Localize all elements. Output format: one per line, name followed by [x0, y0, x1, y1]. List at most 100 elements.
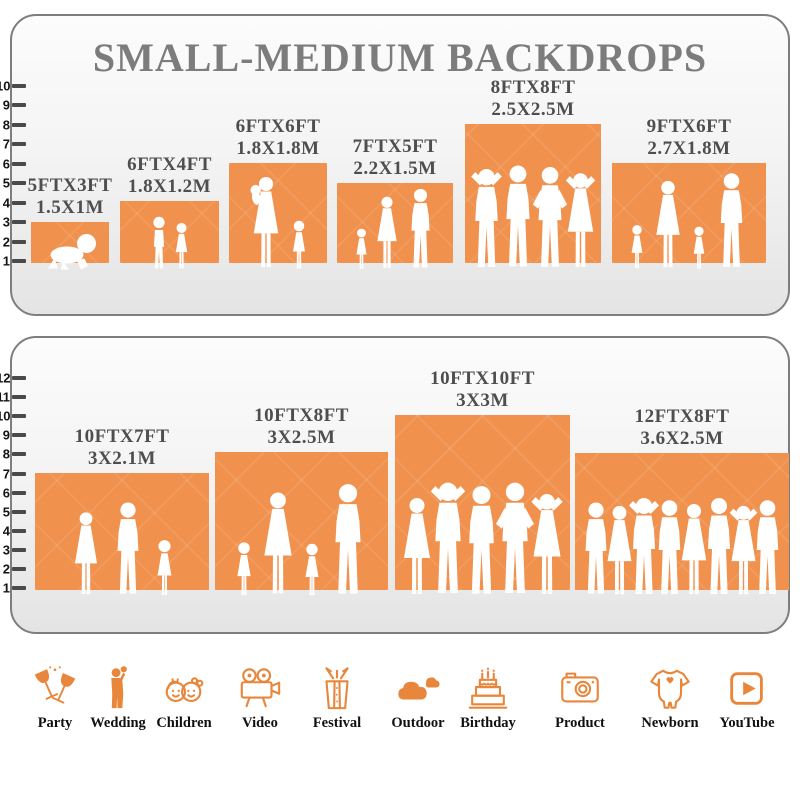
person-silhouette-girl [236, 542, 251, 595]
video-icon [240, 668, 281, 708]
category-party: Party [17, 664, 93, 732]
ruler-number: 4 [2, 523, 10, 539]
ruler-tick [12, 433, 26, 438]
backdrop-bar-10ftx8ft [215, 452, 388, 596]
ruler-number: 7 [2, 466, 10, 481]
size-meters: 2.7X1.8M [647, 138, 731, 159]
backdrop-bar-6ftx4ft [120, 201, 219, 269]
category-label: Birthday [460, 715, 516, 731]
ruler-number: 10 [0, 78, 11, 94]
size-feet: 12FTX8FT [634, 406, 730, 427]
bar-size-label: 10FTX8FT 3X2.5M [254, 405, 349, 449]
product-icon [561, 672, 599, 703]
category-birthday: Birthday [450, 664, 526, 732]
person-silhouette-manhips [532, 167, 568, 267]
person-silhouette-baby [48, 234, 96, 270]
ruler-number: 1 [2, 253, 10, 269]
ruler-tick [12, 142, 26, 147]
size-feet: 6FTX6FT [235, 116, 321, 137]
ruler-tick [12, 376, 26, 380]
person-silhouette-girl [631, 225, 642, 269]
size-feet: 10FTX7FT [74, 426, 170, 447]
ruler-number: 6 [2, 485, 10, 501]
size-meters: 2.2X1.5M [353, 158, 437, 179]
ruler-number: 4 [2, 195, 10, 211]
size-meters: 1.8X1.8M [236, 138, 320, 159]
ruler-tick [12, 181, 26, 186]
ruler-tick [12, 567, 26, 571]
ruler-number: 5 [2, 175, 10, 191]
bar-size-label: 6FTX6FT 1.8X1.8M [236, 116, 321, 160]
bar-size-label: 7FTX5FT 2.2X1.5M [353, 136, 438, 180]
ruler-number: 9 [2, 97, 10, 113]
size-feet: 7FTX5FT [352, 136, 438, 157]
category-label: Product [555, 715, 605, 731]
category-label: YouTube [719, 715, 775, 731]
people-silhouettes [465, 164, 601, 270]
wedding-icon [111, 666, 127, 709]
ruler-number: 11 [0, 389, 10, 405]
ruler-tick [12, 220, 26, 225]
ruler-tick [12, 452, 26, 457]
category-product: Product [542, 664, 618, 732]
person-silhouette-man [658, 500, 681, 594]
ruler-number: 10 [0, 408, 11, 424]
person-silhouette-woman [263, 492, 292, 594]
ruler-tick [12, 161, 26, 166]
ruler-tick [12, 547, 26, 552]
newborn-icon [650, 669, 690, 709]
person-silhouette-boy [153, 216, 165, 269]
person-silhouette-womanup [565, 173, 596, 267]
panel-small-medium: SMALL-MEDIUM BACKDROPS 10 9 8 7 6 5 4 3 2 1 5FTX3… [0, 14, 790, 316]
bar-size-label: 10FTX10FT 3X3M [430, 368, 535, 412]
size-meters: 3X2.5M [267, 427, 336, 448]
person-silhouette-manup [629, 498, 659, 594]
category-label: Outdoor [391, 715, 445, 731]
ruler-number: 3 [2, 542, 10, 558]
panel-medium-large: 121110987654321 10FTX7FT3X2.1M10FTX8FT3X… [0, 336, 790, 634]
people-silhouettes [215, 483, 388, 597]
bar-size-label: 8FTX8FT 2.5X2.5M [491, 77, 576, 121]
ruler-tick [12, 509, 26, 514]
person-silhouette-womanup [531, 494, 563, 594]
children-icon [165, 677, 204, 702]
size-meters: 3X3M [456, 390, 509, 411]
ruler-number: 1 [2, 580, 10, 596]
category-label: Wedding [90, 715, 146, 731]
category-video: Video [222, 664, 298, 732]
person-silhouette-man [506, 165, 530, 267]
person-silhouette-man [411, 188, 430, 268]
ruler-number: 3 [2, 214, 10, 230]
ruler-tick [12, 395, 26, 400]
person-silhouette-woman [607, 505, 632, 595]
person-silhouette-manup [471, 169, 502, 267]
category-label: Children [156, 715, 212, 731]
person-silhouette-girl [157, 540, 171, 596]
people-silhouettes [337, 188, 453, 270]
ruler-number: 7 [2, 136, 10, 152]
size-meters: 1.8X1.2M [127, 176, 212, 197]
category-newborn: Newborn [632, 664, 708, 732]
ruler-tick [12, 471, 26, 476]
person-silhouette-woman [404, 498, 430, 594]
bar-size-label: 5FTX3FT 1.5X1M [28, 175, 113, 219]
category-outdoor: Outdoor [380, 664, 456, 732]
backdrop-bar-12ftx8ft [575, 453, 789, 595]
bar-size-label: 6FTX4FT 1.8X1.2M [127, 154, 212, 198]
people-silhouettes [395, 481, 570, 597]
bar-size-label: 9FTX6FT 2.7X1.8M [647, 116, 732, 160]
ruler-tick [12, 239, 26, 244]
person-silhouette-man [469, 486, 494, 594]
backdrop-bar-7ftx5ft [337, 183, 453, 269]
person-silhouette-girl [293, 220, 305, 269]
ruler-number: 8 [2, 446, 10, 462]
person-silhouette-girl [175, 222, 188, 269]
bar-size-label: 10FTX7FT 3X2.1M [75, 426, 170, 470]
person-silhouette-womanbaby [250, 176, 279, 268]
birthday-icon [468, 667, 508, 709]
youtube-icon [730, 672, 763, 705]
category-children: Children [146, 664, 222, 732]
backdrop-bar-10ftx7ft [35, 473, 209, 596]
person-silhouette-man [720, 173, 742, 267]
person-silhouette-girl [305, 543, 318, 596]
